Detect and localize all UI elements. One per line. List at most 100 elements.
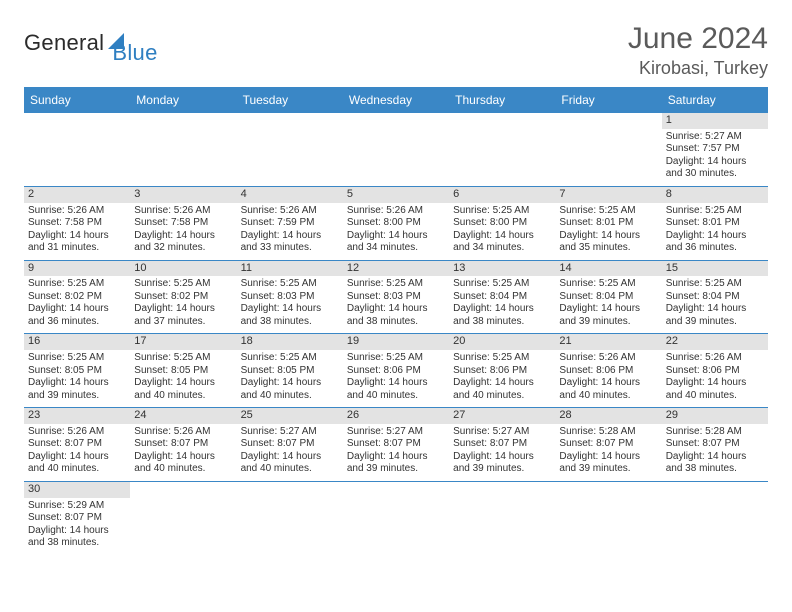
- day-cell: [237, 482, 343, 555]
- sunrise-text: Sunrise: 5:25 AM: [347, 352, 445, 365]
- daylight-text: and 38 minutes.: [28, 537, 126, 550]
- daylight-text: and 32 minutes.: [134, 242, 232, 255]
- daylight-text: Daylight: 14 hours: [241, 230, 339, 243]
- calendar-page: General Blue June 2024 Kirobasi, Turkey …: [0, 0, 792, 555]
- sunset-text: Sunset: 8:06 PM: [347, 365, 445, 378]
- daylight-text: Daylight: 14 hours: [347, 303, 445, 316]
- daylight-text: and 34 minutes.: [347, 242, 445, 255]
- day-cell: 8Sunrise: 5:25 AMSunset: 8:01 PMDaylight…: [662, 187, 768, 260]
- sunrise-text: Sunrise: 5:27 AM: [347, 426, 445, 439]
- day-cell: 21Sunrise: 5:26 AMSunset: 8:06 PMDayligh…: [555, 334, 661, 407]
- sunset-text: Sunset: 8:06 PM: [559, 365, 657, 378]
- title-block: June 2024 Kirobasi, Turkey: [628, 22, 768, 79]
- day-number: 6: [449, 187, 555, 203]
- sunset-text: Sunset: 8:04 PM: [559, 291, 657, 304]
- sunrise-text: Sunrise: 5:25 AM: [666, 205, 764, 218]
- day-cell: 17Sunrise: 5:25 AMSunset: 8:05 PMDayligh…: [130, 334, 236, 407]
- day-number: 22: [662, 334, 768, 350]
- week-row: 2Sunrise: 5:26 AMSunset: 7:58 PMDaylight…: [24, 187, 768, 261]
- day-number: 11: [237, 261, 343, 277]
- daylight-text: Daylight: 14 hours: [28, 303, 126, 316]
- sunset-text: Sunset: 8:07 PM: [347, 438, 445, 451]
- sunrise-text: Sunrise: 5:27 AM: [453, 426, 551, 439]
- sunset-text: Sunset: 8:06 PM: [453, 365, 551, 378]
- day-cell: 9Sunrise: 5:25 AMSunset: 8:02 PMDaylight…: [24, 261, 130, 334]
- daylight-text: Daylight: 14 hours: [28, 525, 126, 538]
- daylight-text: and 40 minutes.: [559, 390, 657, 403]
- sunset-text: Sunset: 8:00 PM: [453, 217, 551, 230]
- sunrise-text: Sunrise: 5:26 AM: [28, 426, 126, 439]
- day-cell: [130, 113, 236, 186]
- day-cell: [449, 113, 555, 186]
- sunrise-text: Sunrise: 5:26 AM: [28, 205, 126, 218]
- daylight-text: Daylight: 14 hours: [453, 451, 551, 464]
- sunset-text: Sunset: 8:07 PM: [134, 438, 232, 451]
- day-cell: [343, 482, 449, 555]
- daylight-text: Daylight: 14 hours: [134, 377, 232, 390]
- daylight-text: Daylight: 14 hours: [134, 303, 232, 316]
- daylight-text: Daylight: 14 hours: [453, 377, 551, 390]
- sunrise-text: Sunrise: 5:27 AM: [241, 426, 339, 439]
- day-cell: 29Sunrise: 5:28 AMSunset: 8:07 PMDayligh…: [662, 408, 768, 481]
- week-row: 16Sunrise: 5:25 AMSunset: 8:05 PMDayligh…: [24, 334, 768, 408]
- sunset-text: Sunset: 8:07 PM: [559, 438, 657, 451]
- sunrise-text: Sunrise: 5:25 AM: [666, 278, 764, 291]
- sunrise-text: Sunrise: 5:26 AM: [134, 205, 232, 218]
- daylight-text: and 38 minutes.: [453, 316, 551, 329]
- sunrise-text: Sunrise: 5:26 AM: [347, 205, 445, 218]
- daylight-text: Daylight: 14 hours: [241, 377, 339, 390]
- daylight-text: and 39 minutes.: [559, 463, 657, 476]
- title-month: June 2024: [628, 22, 768, 56]
- day-header: Wednesday: [343, 87, 449, 113]
- day-number: 17: [130, 334, 236, 350]
- sunset-text: Sunset: 8:07 PM: [28, 512, 126, 525]
- day-header: Sunday: [24, 87, 130, 113]
- daylight-text: and 30 minutes.: [666, 168, 764, 181]
- day-number: 19: [343, 334, 449, 350]
- day-cell: 6Sunrise: 5:25 AMSunset: 8:00 PMDaylight…: [449, 187, 555, 260]
- daylight-text: and 40 minutes.: [453, 390, 551, 403]
- daylight-text: and 38 minutes.: [241, 316, 339, 329]
- daylight-text: and 40 minutes.: [666, 390, 764, 403]
- day-cell: 1Sunrise: 5:27 AMSunset: 7:57 PMDaylight…: [662, 113, 768, 186]
- sunset-text: Sunset: 7:58 PM: [134, 217, 232, 230]
- daylight-text: and 40 minutes.: [241, 463, 339, 476]
- daylight-text: Daylight: 14 hours: [28, 377, 126, 390]
- day-number: 27: [449, 408, 555, 424]
- sunrise-text: Sunrise: 5:25 AM: [134, 278, 232, 291]
- day-cell: 15Sunrise: 5:25 AMSunset: 8:04 PMDayligh…: [662, 261, 768, 334]
- day-number: 15: [662, 261, 768, 277]
- sunset-text: Sunset: 8:07 PM: [241, 438, 339, 451]
- day-cell: [662, 482, 768, 555]
- day-cell: 23Sunrise: 5:26 AMSunset: 8:07 PMDayligh…: [24, 408, 130, 481]
- day-number: 18: [237, 334, 343, 350]
- day-cell: 14Sunrise: 5:25 AMSunset: 8:04 PMDayligh…: [555, 261, 661, 334]
- day-cell: [24, 113, 130, 186]
- day-cell: [237, 113, 343, 186]
- day-number: 30: [24, 482, 130, 498]
- daylight-text: and 38 minutes.: [666, 463, 764, 476]
- sunrise-text: Sunrise: 5:25 AM: [28, 352, 126, 365]
- daylight-text: Daylight: 14 hours: [666, 156, 764, 169]
- day-header: Tuesday: [237, 87, 343, 113]
- daylight-text: Daylight: 14 hours: [347, 377, 445, 390]
- day-number: 21: [555, 334, 661, 350]
- sunrise-text: Sunrise: 5:25 AM: [347, 278, 445, 291]
- daylight-text: and 39 minutes.: [347, 463, 445, 476]
- daylight-text: and 40 minutes.: [241, 390, 339, 403]
- week-row: 9Sunrise: 5:25 AMSunset: 8:02 PMDaylight…: [24, 261, 768, 335]
- brand-text-blue: Blue: [112, 40, 157, 66]
- calendar-body: 1Sunrise: 5:27 AMSunset: 7:57 PMDaylight…: [24, 113, 768, 555]
- sunset-text: Sunset: 8:01 PM: [559, 217, 657, 230]
- day-cell: [130, 482, 236, 555]
- sunset-text: Sunset: 7:58 PM: [28, 217, 126, 230]
- daylight-text: and 40 minutes.: [28, 463, 126, 476]
- day-header: Saturday: [662, 87, 768, 113]
- day-cell: [555, 113, 661, 186]
- sunrise-text: Sunrise: 5:25 AM: [453, 278, 551, 291]
- day-number: 3: [130, 187, 236, 203]
- daylight-text: and 39 minutes.: [666, 316, 764, 329]
- daylight-text: and 36 minutes.: [666, 242, 764, 255]
- sunset-text: Sunset: 8:05 PM: [134, 365, 232, 378]
- daylight-text: and 40 minutes.: [134, 390, 232, 403]
